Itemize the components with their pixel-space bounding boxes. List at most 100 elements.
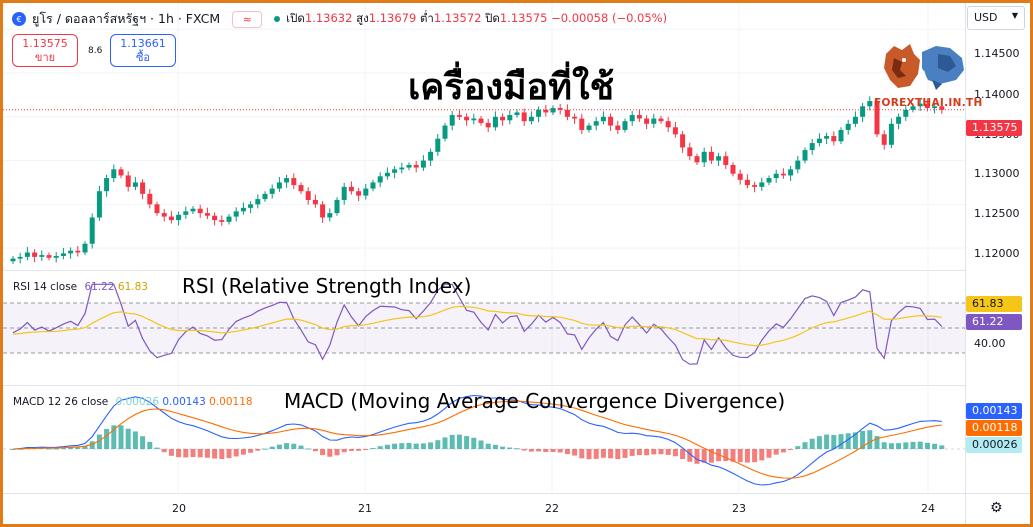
candle-body — [204, 213, 210, 216]
macd-hist-bar — [248, 449, 254, 453]
candle-body — [485, 122, 491, 128]
candle-body — [701, 151, 707, 163]
low-label: ต่ำ — [419, 11, 434, 25]
candle-body — [744, 179, 750, 186]
candle-body — [888, 123, 894, 145]
chevron-down-icon: ▼ — [1011, 11, 1018, 20]
rsi-tag: 61.22 — [966, 314, 1022, 330]
candle-body — [708, 151, 714, 161]
candle-body — [392, 169, 398, 173]
candle-body — [104, 178, 110, 192]
candle-body — [536, 109, 542, 117]
candle-body — [298, 185, 304, 192]
macd-hist-bar — [428, 442, 434, 449]
macd-hist-bar — [147, 441, 153, 449]
macd-line-tag: 0.00143 — [966, 403, 1022, 419]
logo-text: FOREXTHAI.IN.TH — [874, 97, 983, 109]
last-price-tag: 1.13575 — [966, 120, 1022, 136]
rsi-legend[interactable]: RSI 14 close 61.22 61.83 — [13, 281, 148, 293]
candle-body — [550, 108, 556, 113]
candle-body — [521, 112, 527, 122]
macd-hist-bar — [125, 428, 131, 449]
candle-body — [168, 216, 174, 221]
candle-body — [874, 101, 880, 135]
candle-body — [651, 118, 657, 124]
macd-hist-bar — [60, 448, 66, 450]
macd-hist-bar — [449, 434, 455, 449]
macd-hist-bar — [363, 449, 369, 450]
macd-hist-bar — [348, 449, 354, 451]
macd-hist-bar — [255, 449, 261, 451]
chart-canvas[interactable] — [3, 3, 965, 493]
candle-body — [788, 169, 794, 176]
high-label: สูง — [356, 11, 369, 25]
candle-body — [75, 250, 81, 253]
macd-hist-bar — [291, 443, 297, 449]
candle-body — [154, 204, 160, 214]
macd-hist-bar — [320, 449, 326, 456]
currency-selector[interactable]: USD ▼ — [967, 6, 1025, 30]
candle-body — [795, 160, 801, 170]
candle-body — [10, 258, 16, 262]
open-value: 1.13632 — [304, 11, 353, 25]
macd-legend[interactable]: MACD 12 26 close 0.00026 0.00143 0.00118 — [13, 396, 253, 408]
macd-hist-bar — [622, 449, 628, 458]
macd-hist-value: 0.00026 — [115, 396, 160, 408]
macd-hist-bar — [896, 443, 902, 449]
macd-pane-separator[interactable] — [3, 385, 1030, 386]
macd-hist-bar — [356, 449, 362, 451]
spread-value: 8.6 — [88, 46, 103, 56]
macd-hist-bar — [305, 448, 311, 450]
macd-hist-bar — [269, 446, 275, 449]
candle-body — [348, 186, 354, 192]
macd-line — [12, 394, 942, 486]
candle-body — [644, 118, 650, 124]
macd-hist-bar — [327, 449, 333, 457]
macd-hist-bar — [435, 440, 441, 449]
candle-body — [442, 125, 448, 139]
macd-hist-bar — [665, 449, 671, 455]
price-tick: 1.14000 — [974, 88, 1020, 101]
forexthai-logo — [880, 40, 968, 108]
macd-hist-bar — [334, 449, 340, 456]
candle-body — [860, 106, 866, 117]
candle-body — [312, 199, 318, 205]
settings-icon[interactable]: ⚙ — [990, 500, 1003, 516]
candle-body — [586, 125, 592, 130]
currency-flag-icon: € — [12, 12, 26, 26]
approx-equal-icon[interactable]: ≈ — [232, 10, 263, 28]
sell-price: 1.13575 — [22, 37, 68, 50]
macd-hist-bar — [723, 449, 729, 462]
price-tick: 1.14500 — [974, 47, 1020, 60]
chart-area[interactable] — [3, 3, 965, 493]
rsi-pane-separator[interactable] — [3, 270, 1030, 271]
candle-body — [507, 115, 513, 121]
candle-body — [557, 108, 563, 110]
candle-body — [802, 150, 808, 161]
candle-body — [320, 204, 326, 218]
sell-button[interactable]: 1.13575 ขาย — [12, 34, 78, 67]
macd-hist-bar — [888, 443, 894, 449]
candle-body — [39, 255, 45, 257]
macd-hist-bar — [687, 449, 693, 462]
candle-body — [615, 125, 621, 130]
time-axis[interactable] — [3, 493, 965, 524]
candle-body — [665, 121, 671, 128]
buy-button[interactable]: 1.13661 ซื้อ — [110, 34, 176, 67]
rsi-level-tick: 40.00 — [974, 337, 1006, 350]
macd-hist-bar — [262, 448, 268, 450]
macd-hist-bar — [780, 449, 786, 453]
time-tick: 21 — [358, 502, 372, 515]
candle-body — [377, 176, 383, 183]
candle-body — [766, 178, 772, 183]
candle-body — [413, 164, 419, 168]
candle-body — [46, 255, 52, 258]
market-status-icon[interactable] — [274, 16, 281, 22]
macd-hist-bar — [82, 446, 88, 449]
candle-body — [190, 208, 196, 212]
candle-body — [82, 243, 88, 253]
candle-body — [428, 151, 434, 161]
macd-hist-bar — [464, 436, 470, 449]
symbol-title[interactable]: ยูโร / ดอลลาร์สหรัฐฯ · 1h · FXCM — [32, 11, 221, 26]
macd-hist-bar — [752, 449, 758, 463]
